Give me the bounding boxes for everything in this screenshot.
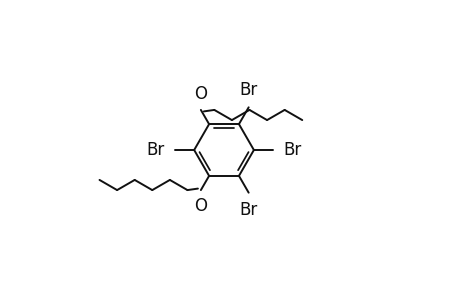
Text: Br: Br [239, 81, 257, 99]
Text: Br: Br [146, 141, 164, 159]
Text: O: O [194, 197, 207, 215]
Text: O: O [194, 85, 207, 103]
Text: Br: Br [239, 201, 257, 219]
Text: Br: Br [283, 141, 302, 159]
